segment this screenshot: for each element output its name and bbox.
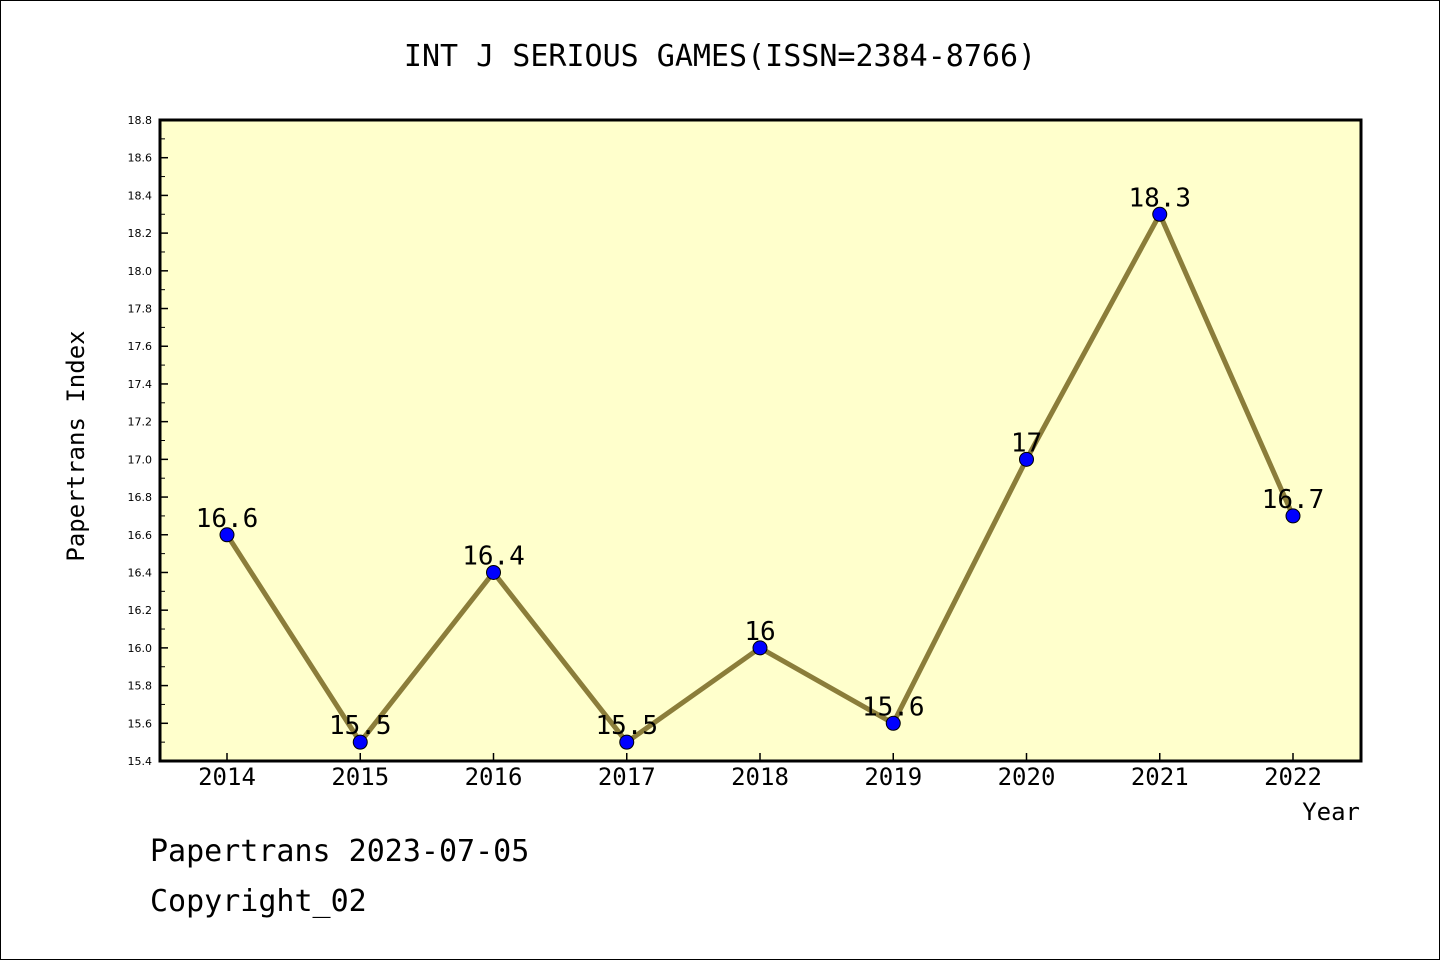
- x-axis-label: Year: [1302, 798, 1360, 826]
- y-tick-label: 17.8: [128, 303, 153, 316]
- y-tick-label: 18.6: [128, 152, 153, 165]
- y-tick-label: 16.2: [128, 604, 153, 617]
- data-label: 16.7: [1262, 485, 1325, 515]
- x-tick-label: 2015: [331, 763, 389, 791]
- data-point: [219, 527, 235, 543]
- y-tick-label: 18.8: [128, 114, 153, 127]
- footer-copyright: Copyright_02: [150, 884, 367, 919]
- plot-area: [158, 118, 1363, 763]
- data-point: [486, 564, 501, 580]
- y-axis: 15.4 15.6 15.8 16.0 16.2 16.4 16.6 16.8 17.0 17.2…: [128, 114, 168, 768]
- data-point: [1152, 206, 1168, 222]
- y-tick-label: 15.8: [128, 680, 153, 693]
- y-tick-label: 17.6: [128, 340, 153, 353]
- x-tick-label: 2016: [465, 763, 523, 791]
- footer-date: Papertrans 2023-07-05: [150, 834, 530, 869]
- y-tick-label: 18.2: [128, 227, 153, 240]
- x-tick-label: 2017: [598, 763, 656, 791]
- y-tick-label: 16.8: [128, 491, 153, 504]
- data-point: [1285, 508, 1301, 524]
- y-tick-label: 17.0: [128, 453, 153, 466]
- data-points: [219, 206, 1301, 750]
- y-tick-label: 16.0: [128, 642, 153, 655]
- data-point: [1019, 451, 1034, 467]
- data-label: 17: [1011, 428, 1042, 458]
- data-label: 15.5: [329, 711, 392, 741]
- x-tick-label: 2022: [1264, 763, 1322, 791]
- x-axis: 2014 2015 2016 2017 2018 2019 2020 2021 2022: [198, 753, 1322, 791]
- y-tick-label: 17.4: [128, 378, 153, 391]
- y-tick-label: 18.0: [128, 265, 153, 278]
- y-tick-label: 16.6: [128, 529, 153, 542]
- data-label: 15.6: [862, 692, 925, 722]
- y-tick-label: 15.4: [128, 755, 153, 768]
- data-point: [885, 715, 901, 731]
- x-tick-label: 2019: [864, 763, 922, 791]
- data-label: 15.5: [595, 711, 658, 741]
- data-point: [352, 734, 368, 750]
- x-tick-label: 2014: [198, 763, 256, 791]
- data-label: 16.6: [196, 504, 259, 534]
- y-tick-label: 17.2: [128, 416, 153, 429]
- data-label: 18.3: [1128, 183, 1191, 213]
- y-tick-label: 18.4: [128, 189, 153, 202]
- chart-title: INT J SERIOUS GAMES(ISSN=2384-8766): [404, 39, 1036, 74]
- data-labels: 16.6 15.5 16.4 15.5 16 15.6 17 18.3 16.7: [196, 183, 1325, 741]
- data-label: 16: [744, 617, 775, 647]
- y-axis-label: Papertrans Index: [62, 330, 90, 561]
- x-tick-label: 2020: [998, 763, 1056, 791]
- data-point: [619, 734, 635, 750]
- x-tick-label: 2021: [1131, 763, 1189, 791]
- y-tick-label: 16.4: [128, 566, 153, 579]
- data-label: 16.4: [462, 541, 525, 571]
- x-tick-label: 2018: [731, 763, 789, 791]
- data-point: [752, 640, 768, 656]
- y-tick-label: 15.6: [128, 717, 153, 730]
